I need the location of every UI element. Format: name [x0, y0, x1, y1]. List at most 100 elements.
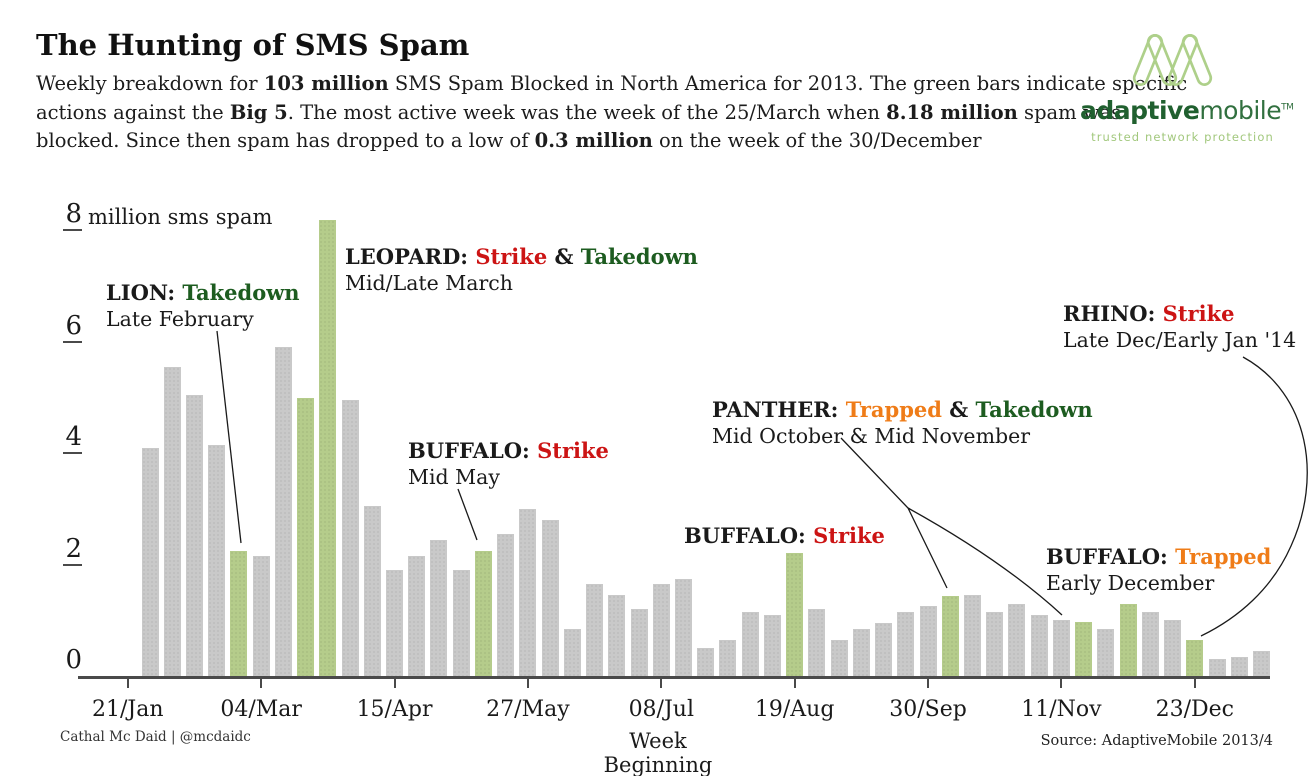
x-tick-mark [793, 678, 796, 688]
annotation-subtitle: Mid May [408, 465, 500, 489]
annotation-subtitle: Late February [106, 307, 254, 331]
y-tick-label: 0 [65, 645, 82, 675]
bar-week [230, 550, 248, 676]
bar-week [497, 533, 515, 676]
subtitle-line: Weekly breakdown for 103 million SMS Spa… [36, 72, 1188, 95]
annotation-title: RHINO: Strike [1063, 301, 1235, 326]
y-tick-mark [63, 563, 82, 566]
x-tick-label: 19/Aug [754, 697, 835, 722]
bar-week [363, 506, 381, 676]
bar-week [875, 623, 893, 676]
x-tick-mark [1060, 678, 1063, 688]
bar-week [986, 611, 1004, 676]
bar-week [297, 397, 315, 676]
subtitle-line: actions against the Big 5. The most acti… [36, 100, 1122, 124]
y-tick-label: 6 [65, 310, 82, 341]
annotation-buffalo-aug: BUFFALO: Strike [684, 522, 885, 549]
bar-week [185, 394, 203, 676]
bar-week [141, 447, 159, 676]
y-tick-label: 2 [65, 533, 82, 564]
x-tick-label: 15/Apr [356, 697, 433, 722]
bar-week [852, 628, 870, 676]
adaptivemobile-mark-icon [1132, 34, 1213, 86]
y-tick-mark [63, 452, 82, 455]
annotation-title: BUFFALO: Trapped [1046, 544, 1272, 569]
bar-week [274, 347, 292, 676]
bar-week [319, 220, 337, 676]
bar-week [763, 614, 781, 676]
annotation-leopard: LEOPARD: Strike & Takedown Mid/Late March [345, 243, 698, 297]
x-tick-mark [927, 678, 930, 688]
annotation-buffalo-dec: BUFFALO: Trapped Early December [1046, 543, 1271, 597]
bar-week [1208, 659, 1226, 676]
annotation-panther: PANTHER: Trapped & Takedown Mid October &… [712, 396, 1093, 450]
annotation-buffalo-may: BUFFALO: Strike Mid May [408, 437, 609, 491]
page-title: The Hunting of SMS Spam [36, 28, 470, 62]
bar-week [474, 550, 492, 676]
annotation-subtitle: Mid/Late March [345, 271, 513, 295]
bar-week [608, 595, 626, 676]
x-tick-label: 30/Sep [889, 697, 967, 722]
bar-week [519, 508, 537, 676]
annotation-rhino: RHINO: Strike Late Dec/Early Jan '14 [1063, 300, 1296, 354]
bar-week [1008, 603, 1026, 676]
x-axis-line [78, 676, 1270, 679]
bar-week [341, 400, 359, 676]
adaptivemobile-logo: adaptivemobileTM trusted network protect… [1080, 24, 1294, 154]
bar-week [719, 639, 737, 676]
x-tick-mark [260, 678, 263, 688]
x-tick-label: 11/Nov [1021, 697, 1102, 722]
bar-week [1097, 628, 1115, 676]
bar-week [1141, 611, 1159, 676]
y-tick-label: 4 [65, 422, 82, 453]
x-tick-label: 04/Mar [220, 697, 302, 722]
annotation-lion: LION: Takedown Late February [106, 279, 300, 333]
annotation-title: BUFFALO: Strike [684, 523, 885, 548]
bar-week [919, 606, 937, 676]
x-tick-mark [660, 678, 663, 688]
annotation-subtitle: Mid October & Mid November [712, 424, 1031, 448]
bar-week [541, 520, 559, 676]
author-credit: Cathal Mc Daid | @mcdaidc [60, 729, 251, 745]
x-tick-mark [1193, 678, 1196, 688]
annotation-title: BUFFALO: Strike [408, 438, 609, 463]
bar-week [452, 570, 470, 676]
y-tick-mark [63, 340, 82, 343]
bar-week [741, 611, 759, 676]
bar-week [897, 611, 915, 676]
source-credit: Source: AdaptiveMobile 2013/4 [1040, 733, 1273, 749]
x-tick-label: 27/May [486, 697, 570, 722]
x-tick-mark [393, 678, 396, 688]
bar-week [252, 556, 270, 676]
x-tick-mark [526, 678, 529, 688]
subtitle-line: blocked. Since then spam has dropped to … [36, 129, 982, 152]
x-tick-label: 08/Jul [628, 697, 694, 722]
x-tick-label: 21/Jan [92, 697, 164, 722]
annotation-title: LION: Takedown [106, 280, 300, 305]
bar-week [408, 556, 426, 676]
bar-week [586, 584, 604, 676]
x-tick-mark [126, 678, 129, 688]
annotation-subtitle: Late Dec/Early Jan '14 [1063, 328, 1297, 352]
bar-week [941, 596, 959, 676]
bar-week [1119, 603, 1137, 676]
bar-week [430, 539, 448, 676]
logo-word-adaptive: adaptive [1080, 96, 1200, 125]
bar-week [697, 648, 715, 676]
bar-week [808, 609, 826, 676]
logo-word-mobile: mobile [1199, 96, 1282, 125]
bar-week [630, 609, 648, 676]
bar-week [830, 639, 848, 676]
bar-week [675, 578, 693, 676]
logo-tagline: trusted network protection [1091, 130, 1274, 144]
bar-week [163, 366, 181, 676]
x-tick-label: 23/Dec [1155, 697, 1234, 722]
y-axis-unit-label: million sms spam [88, 205, 273, 230]
logo-trademark: TM [1281, 102, 1294, 113]
logo-wordmark: adaptivemobileTM [1080, 96, 1294, 125]
bar-week [1164, 620, 1182, 676]
bar-week [1186, 639, 1204, 676]
annotation-title: PANTHER: Trapped & Takedown [712, 397, 1093, 422]
